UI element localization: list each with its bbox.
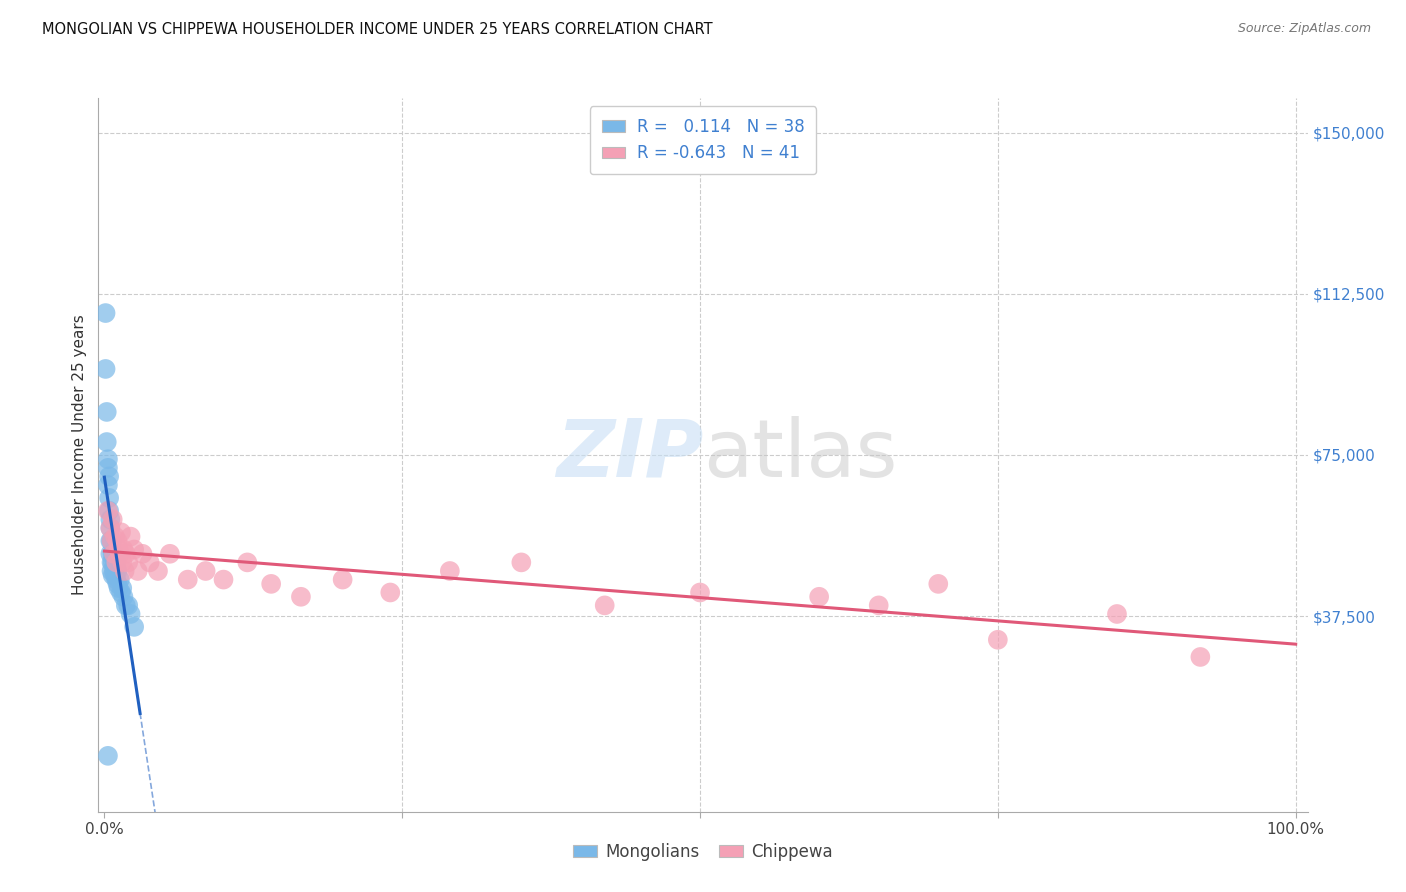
Point	[117, 599, 139, 613]
Point	[146, 564, 169, 578]
Point	[96, 405, 118, 419]
Point	[987, 632, 1010, 647]
Point	[131, 547, 153, 561]
Point	[105, 555, 128, 569]
Point	[107, 577, 129, 591]
Point	[380, 585, 402, 599]
Point	[108, 547, 131, 561]
Point	[236, 555, 259, 569]
Point	[114, 599, 136, 613]
Point	[97, 460, 120, 475]
Point	[105, 555, 128, 569]
Point	[689, 585, 711, 599]
Point	[100, 533, 122, 548]
Point	[927, 577, 949, 591]
Point	[260, 577, 283, 591]
Point	[114, 564, 136, 578]
Point	[101, 547, 124, 561]
Point	[127, 564, 149, 578]
Point	[194, 564, 217, 578]
Point	[111, 581, 134, 595]
Point	[100, 564, 122, 578]
Point	[94, 362, 117, 376]
Point	[98, 521, 121, 535]
Point	[1189, 650, 1212, 665]
Point	[117, 555, 139, 569]
Point	[100, 533, 122, 548]
Point	[97, 478, 120, 492]
Point	[98, 547, 121, 561]
Point	[868, 599, 890, 613]
Point	[593, 599, 616, 613]
Point	[177, 573, 200, 587]
Point	[120, 607, 142, 621]
Text: Source: ZipAtlas.com: Source: ZipAtlas.com	[1237, 22, 1371, 36]
Point	[107, 564, 129, 578]
Point	[98, 533, 121, 548]
Text: ZIP: ZIP	[555, 416, 703, 494]
Point	[98, 469, 121, 483]
Point	[112, 590, 135, 604]
Point	[103, 564, 125, 578]
Point	[439, 564, 461, 578]
Point	[101, 512, 124, 526]
Point	[111, 555, 134, 569]
Point	[107, 581, 129, 595]
Legend: Mongolians, Chippewa: Mongolians, Chippewa	[567, 837, 839, 868]
Point	[97, 504, 120, 518]
Point	[122, 542, 145, 557]
Point	[98, 512, 121, 526]
Point	[107, 533, 129, 548]
Point	[110, 585, 132, 599]
Point	[108, 573, 131, 587]
Point	[105, 573, 128, 587]
Point	[100, 555, 122, 569]
Point	[107, 542, 129, 557]
Point	[1105, 607, 1128, 621]
Y-axis label: Householder Income Under 25 years: Householder Income Under 25 years	[72, 315, 87, 595]
Point	[94, 306, 117, 320]
Point	[104, 568, 127, 582]
Point	[98, 521, 121, 535]
Point	[103, 547, 125, 561]
Point	[104, 530, 127, 544]
Point	[98, 504, 121, 518]
Point	[114, 547, 136, 561]
Text: atlas: atlas	[703, 416, 897, 494]
Point	[101, 555, 124, 569]
Text: MONGOLIAN VS CHIPPEWA HOUSEHOLDER INCOME UNDER 25 YEARS CORRELATION CHART: MONGOLIAN VS CHIPPEWA HOUSEHOLDER INCOME…	[42, 22, 713, 37]
Point	[101, 568, 124, 582]
Point	[138, 555, 160, 569]
Point	[97, 452, 120, 467]
Point	[120, 530, 142, 544]
Point	[96, 435, 118, 450]
Point	[808, 590, 831, 604]
Point	[103, 547, 125, 561]
Point	[122, 620, 145, 634]
Point	[212, 573, 235, 587]
Point	[98, 491, 121, 505]
Point	[332, 573, 354, 587]
Point	[290, 590, 312, 604]
Point	[97, 748, 120, 763]
Point	[159, 547, 181, 561]
Point	[510, 555, 533, 569]
Point	[112, 542, 135, 557]
Point	[104, 555, 127, 569]
Point	[110, 525, 132, 540]
